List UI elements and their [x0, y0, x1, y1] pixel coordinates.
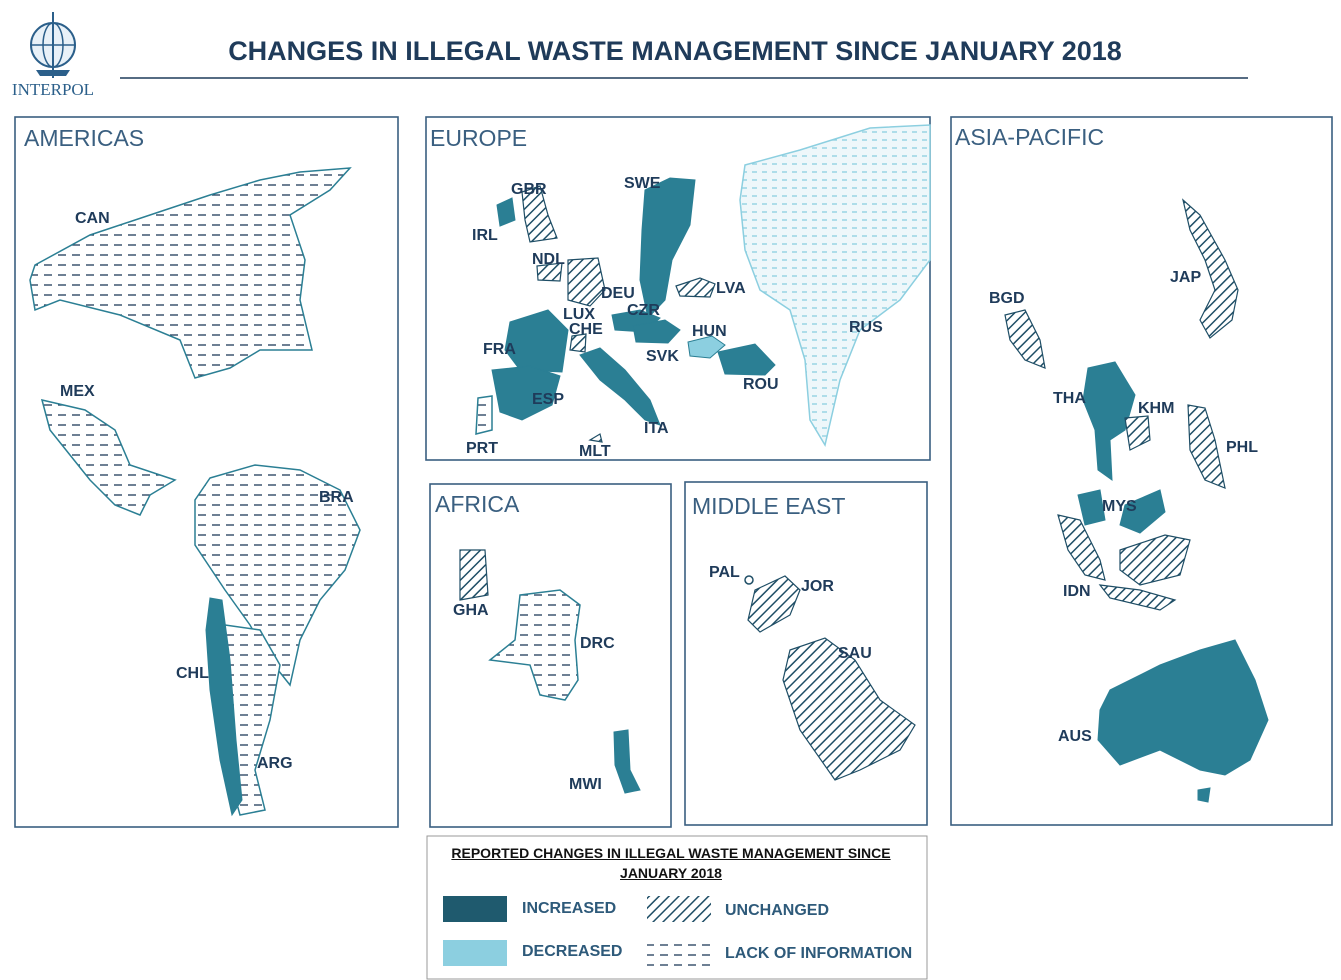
legend-label: UNCHANGED: [725, 902, 829, 919]
country-label: CHL: [176, 665, 209, 682]
legend-title: REPORTED CHANGES IN ILLEGAL WASTE MANAGE…: [428, 843, 914, 883]
country-label: IRL: [472, 227, 498, 244]
country-label: PAL: [709, 564, 740, 581]
panel-title: MIDDLE EAST: [692, 493, 845, 519]
country-label: IDN: [1063, 583, 1091, 600]
country-label: AUS: [1058, 728, 1092, 745]
logo: INTERPOL: [12, 12, 94, 99]
legend-label: DECREASED: [522, 943, 622, 960]
panel-title: AFRICA: [435, 491, 520, 517]
legend-label: LACK OF INFORMATION: [725, 945, 912, 962]
country-label: CHE: [569, 321, 603, 338]
country-label: ESP: [532, 391, 564, 408]
country-label: KHM: [1138, 400, 1174, 417]
country-label: SVK: [646, 348, 679, 365]
country-label: SAU: [838, 645, 872, 662]
country-label: DRC: [580, 635, 615, 652]
page-title: CHANGES IN ILLEGAL WASTE MANAGEMENT SINC…: [228, 36, 1122, 66]
country-label: SWE: [624, 175, 661, 192]
country-label: GBR: [511, 181, 547, 198]
country-label: MEX: [60, 383, 95, 400]
country-label: BRA: [319, 489, 354, 506]
panel-title: ASIA-PACIFIC: [955, 124, 1104, 150]
country-label: JOR: [801, 578, 834, 595]
country-label: NDL: [532, 251, 565, 268]
country-label: FRA: [483, 341, 516, 358]
country-label: PHL: [1226, 439, 1258, 456]
country-label: HUN: [692, 323, 727, 340]
country-label: THA: [1053, 390, 1086, 407]
country-label: ARG: [257, 755, 293, 772]
africa-mideast-shapes: [460, 550, 915, 793]
country-label: LVA: [716, 280, 746, 297]
panel-title: AMERICAS: [24, 125, 144, 151]
country-label: MWI: [569, 776, 602, 793]
country-label: DEU: [601, 285, 635, 302]
country-label: CZR: [627, 302, 660, 319]
country-label: ITA: [644, 420, 669, 437]
country-label: ROU: [743, 376, 779, 393]
country-label: RUS: [849, 319, 883, 336]
country-label: CAN: [75, 210, 110, 227]
panel-title: EUROPE: [430, 125, 527, 151]
country-label: MYS: [1102, 498, 1137, 515]
country-label: BGD: [989, 290, 1025, 307]
country-label: PRT: [466, 440, 498, 457]
country-label: GHA: [453, 602, 489, 619]
legend-label: INCREASED: [522, 900, 616, 917]
map-canvas: INTERPOL CHANGES IN ILLEGAL WASTE MANAGE…: [0, 0, 1341, 980]
americas-shapes: [30, 168, 360, 815]
page: INTERPOL CHANGES IN ILLEGAL WASTE MANAGE…: [0, 0, 1341, 980]
country-label: JAP: [1170, 269, 1201, 286]
country-label: MLT: [579, 443, 611, 460]
logo-text: INTERPOL: [12, 80, 94, 99]
